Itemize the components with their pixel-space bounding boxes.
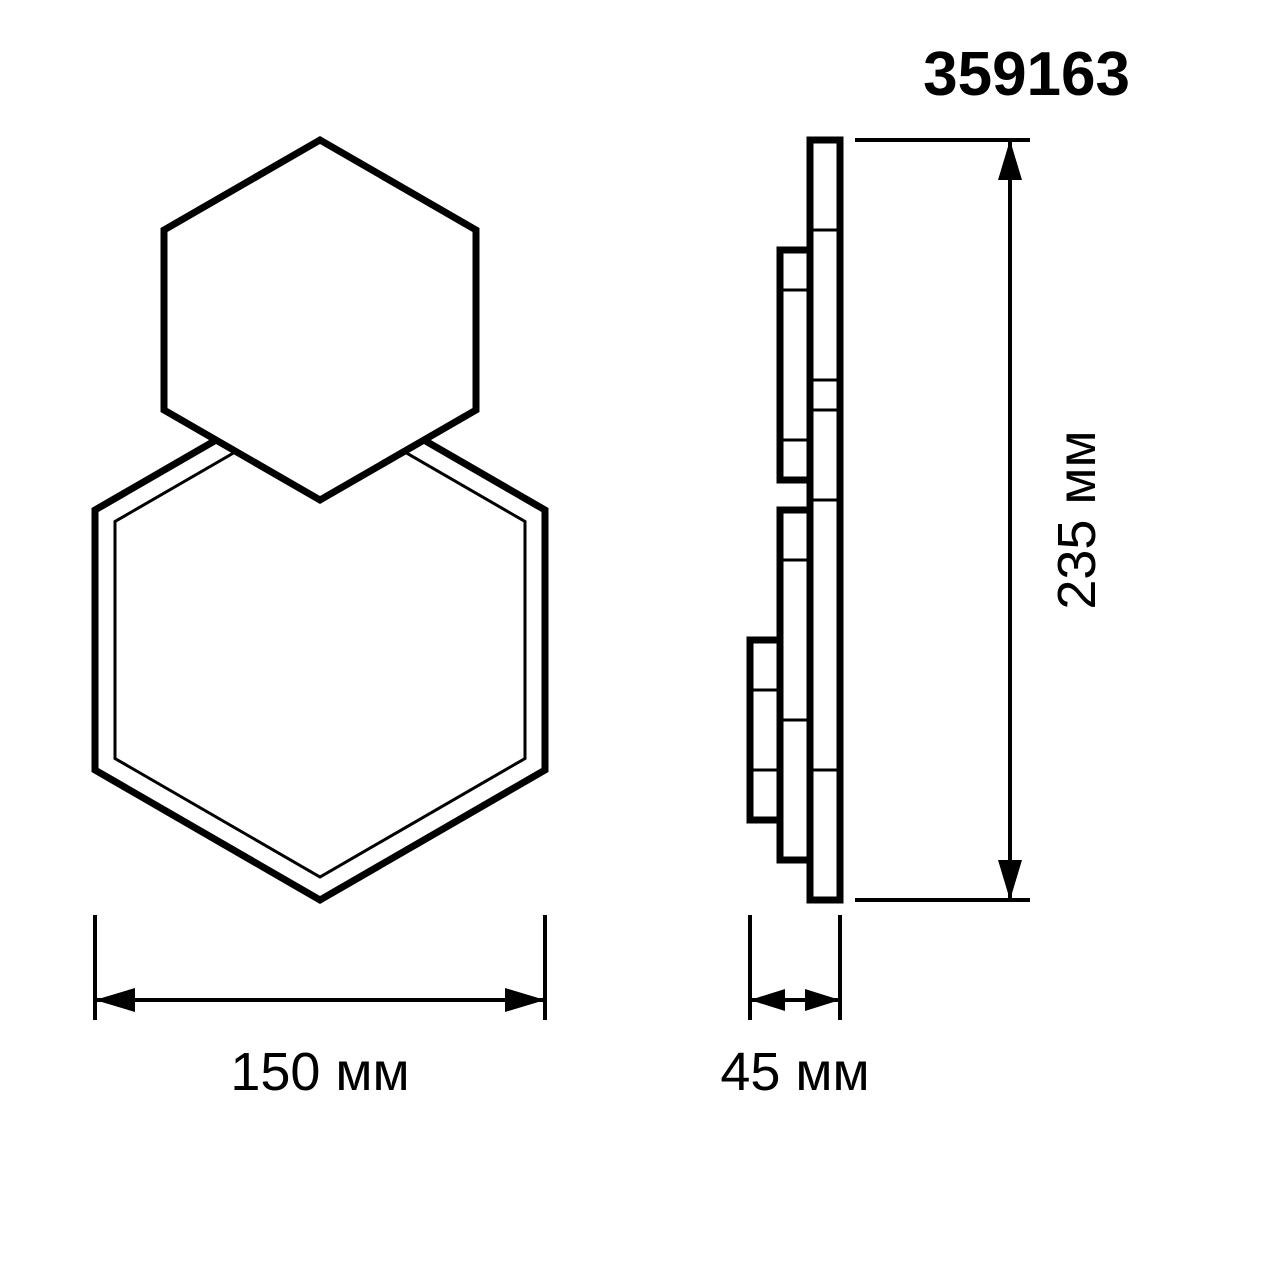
part-number: 359163 <box>923 40 1130 109</box>
dimension-depth-label: 45 мм <box>720 1042 869 1102</box>
dimension-height-label: 235 мм <box>1047 430 1107 609</box>
dimension-depth: 45 мм <box>720 915 869 1102</box>
dimension-width: 150 мм <box>95 915 545 1102</box>
front-view <box>95 140 545 900</box>
dimension-height: 235 мм <box>855 140 1107 900</box>
side-view <box>750 140 840 900</box>
technical-drawing: 359163 <box>0 0 1280 1280</box>
dimension-width-label: 150 мм <box>230 1042 409 1102</box>
